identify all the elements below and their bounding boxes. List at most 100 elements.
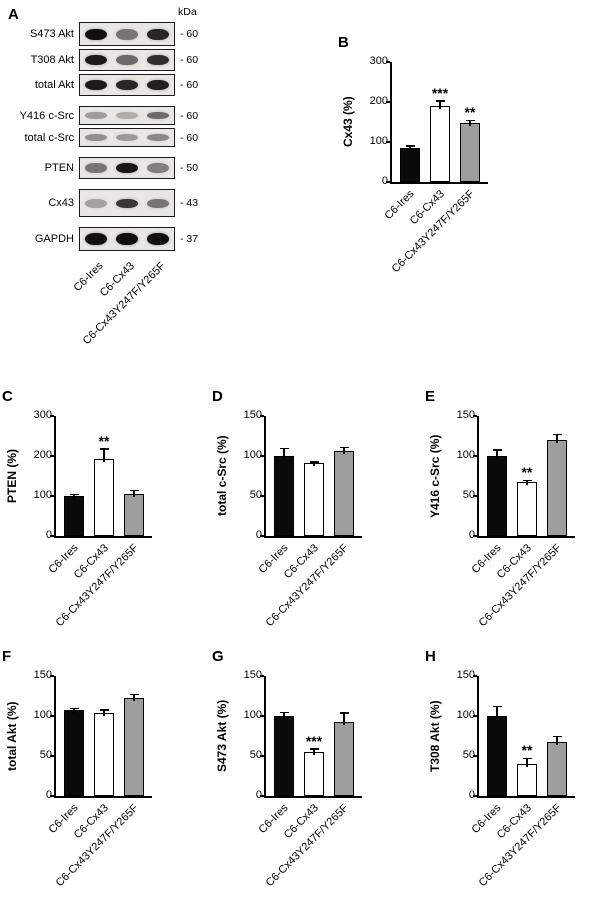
bar xyxy=(487,456,507,536)
protein-band xyxy=(115,198,138,208)
y-tick-mark xyxy=(473,675,477,677)
error-bar xyxy=(313,748,315,755)
significance-stars: ** xyxy=(521,742,533,759)
protein-band xyxy=(84,163,107,173)
y-tick-label: 0 xyxy=(255,529,262,541)
x-axis-labels: C6-Ires C6-Cx43 C6-Cx43Y247F/Y265F xyxy=(256,802,360,898)
y-tick-label: 50 xyxy=(249,749,262,761)
plot-area: 0 50 100 150 xyxy=(244,409,362,541)
x-axis-labels: C6-Ires C6-Cx43 C6-Cx43Y247F/Y265F xyxy=(382,188,486,284)
error-bar xyxy=(469,120,471,126)
y-tick-label: 100 xyxy=(243,449,262,461)
y-tick-label: 0 xyxy=(45,789,52,801)
protein-band xyxy=(115,112,138,119)
significance-stars: *** xyxy=(431,84,449,101)
y-tick-mark xyxy=(260,755,264,757)
protein-band xyxy=(84,233,107,245)
y-tick-label: 150 xyxy=(243,669,262,681)
error-bar xyxy=(73,494,75,499)
blot-label: S473 Akt xyxy=(29,28,74,40)
blot-strip xyxy=(79,189,175,217)
bar xyxy=(64,710,84,796)
bar xyxy=(274,716,294,796)
plot-area: 0 50 100 150 ** xyxy=(457,669,575,801)
y-tick-label: 150 xyxy=(33,669,52,681)
kda-marker: - 37 xyxy=(180,233,199,245)
error-bar xyxy=(526,758,528,767)
panel-label-h: H xyxy=(425,648,436,665)
y-tick-label: 150 xyxy=(456,409,475,421)
blot-strip xyxy=(79,22,175,46)
error-bar xyxy=(343,447,345,455)
error-bar-cap xyxy=(129,693,139,696)
error-bar xyxy=(73,708,75,714)
western-blot-rows: S473 Akt - 60 T308 Akt - 60 total Akt - 60 Y41… xyxy=(8,6,208,251)
y-tick-mark xyxy=(386,61,390,63)
y-tick-mark xyxy=(260,715,264,717)
y-tick-mark xyxy=(260,795,264,797)
y-axis-title: T308 Akt (%) xyxy=(428,700,442,772)
blot-row: total Akt - 60 xyxy=(8,74,208,96)
y-tick-mark xyxy=(50,455,54,457)
y-tick-label: 100 xyxy=(456,709,475,721)
error-bar-cap xyxy=(435,100,445,102)
blot-row: PTEN - 50 xyxy=(8,157,208,179)
y-tick-label: 0 xyxy=(381,175,388,187)
blot-label: total Akt xyxy=(34,79,74,91)
error-bar-cap xyxy=(279,447,289,449)
y-tick-mark xyxy=(473,755,477,757)
error-bar-cap xyxy=(129,489,139,492)
kda-marker: - 60 xyxy=(180,131,199,144)
protein-band xyxy=(147,163,170,173)
error-bar xyxy=(133,490,135,497)
protein-band xyxy=(147,80,170,90)
kda-marker: - 60 xyxy=(180,28,199,40)
kda-marker: - 60 xyxy=(180,54,199,66)
error-bar-cap xyxy=(492,705,502,708)
error-bar xyxy=(103,448,105,462)
blot-strip xyxy=(79,106,175,125)
y-tick-mark xyxy=(473,455,477,457)
y-tick-mark xyxy=(260,415,264,417)
panel-label-b: B xyxy=(338,34,349,51)
bar xyxy=(334,722,354,796)
error-bar-cap xyxy=(552,433,562,436)
y-tick-label: 50 xyxy=(39,749,52,761)
error-bar xyxy=(439,100,441,109)
y-tick-label: 100 xyxy=(369,135,388,147)
blot-label: Y416 c-Src xyxy=(19,109,74,122)
blot-row: GAPDH - 37 xyxy=(8,227,208,251)
significance-stars: ** xyxy=(98,432,110,449)
bar xyxy=(94,712,114,796)
y-tick-label: 200 xyxy=(369,95,388,107)
blot-row: total c-Src - 60 xyxy=(8,128,208,147)
protein-band xyxy=(115,134,138,141)
protein-band xyxy=(84,28,107,40)
error-bar xyxy=(556,736,558,746)
y-tick-label: 300 xyxy=(33,409,52,421)
error-bar xyxy=(496,449,498,459)
protein-band xyxy=(115,233,138,245)
y-tick-mark xyxy=(260,495,264,497)
panel-label-c: C xyxy=(2,388,13,405)
bar xyxy=(304,752,324,796)
protein-band xyxy=(147,134,170,141)
bar xyxy=(304,463,324,536)
error-bar xyxy=(283,712,285,719)
y-tick-label: 300 xyxy=(369,55,388,67)
y-tick-mark xyxy=(50,795,54,797)
error-bar-cap xyxy=(552,735,562,737)
blot-strip xyxy=(79,128,175,147)
y-tick-mark xyxy=(473,535,477,537)
y-tick-label: 0 xyxy=(468,529,475,541)
y-tick-label: 100 xyxy=(33,709,52,721)
error-bar-cap xyxy=(99,448,109,450)
blot-row: T308 Akt - 60 xyxy=(8,49,208,71)
y-tick-mark xyxy=(386,101,390,103)
y-axis-title: total Akt (%) xyxy=(5,701,19,771)
plot-area: 0 50 100 150 xyxy=(34,669,152,801)
bar xyxy=(274,456,294,536)
blot-row: Y416 c-Src - 60 xyxy=(8,106,208,125)
